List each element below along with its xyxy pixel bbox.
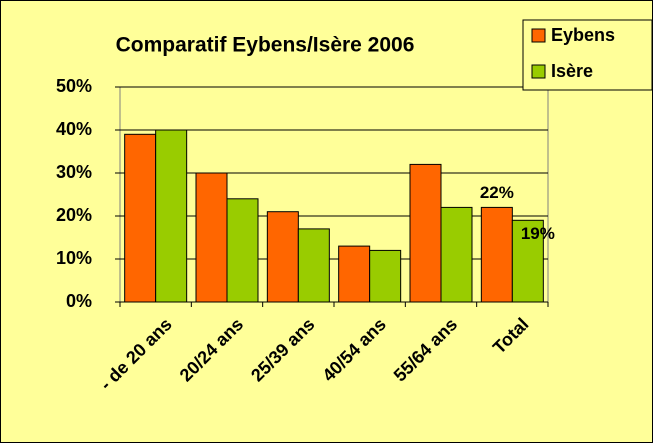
plot-area — [119, 86, 549, 303]
bar — [480, 206, 513, 303]
y-tick-label: 0% — [66, 291, 92, 311]
bar — [409, 163, 442, 303]
bar — [155, 129, 188, 303]
y-tick-label: 30% — [56, 162, 92, 182]
legend-swatch — [531, 64, 546, 79]
y-tick-label: 10% — [56, 248, 92, 268]
y-tick-label: 20% — [56, 205, 92, 225]
chart-title: Comparatif Eybens/Isère 2006 — [116, 34, 415, 57]
bar — [369, 249, 402, 303]
bar — [226, 198, 259, 303]
legend-swatch — [531, 28, 546, 43]
bar — [297, 228, 330, 303]
legend-label: Isère — [551, 61, 593, 81]
bar — [511, 219, 544, 303]
y-tick-label: 40% — [56, 119, 92, 139]
y-tick-label: 50% — [56, 76, 92, 96]
bar — [440, 206, 473, 303]
data-label: 19% — [521, 224, 555, 243]
bar — [124, 133, 157, 303]
legend-label: Eybens — [551, 25, 615, 45]
bar — [338, 245, 371, 303]
bar — [266, 211, 299, 303]
bar — [195, 172, 228, 303]
data-label: 22% — [480, 183, 514, 202]
